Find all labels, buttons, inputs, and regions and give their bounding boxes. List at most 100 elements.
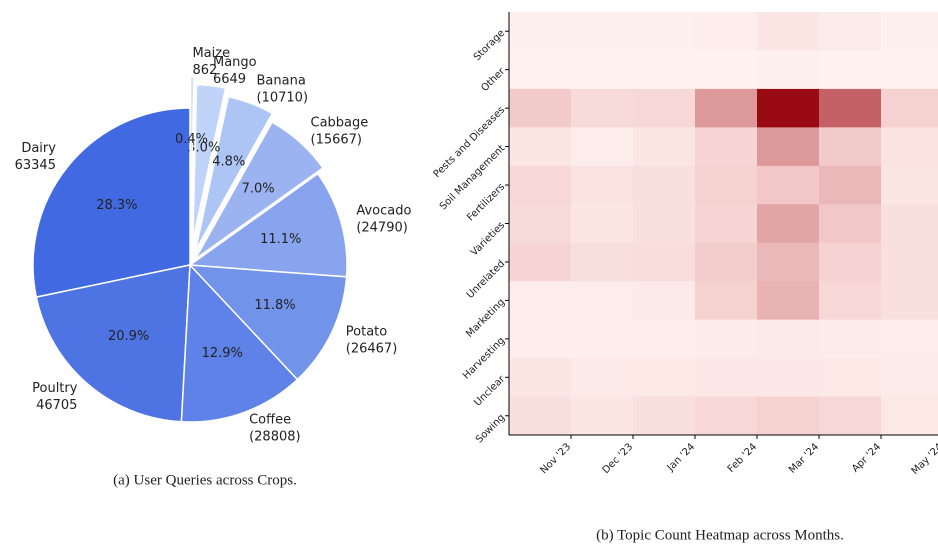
heatmap-cell [695,50,758,90]
slice-label: Dairy 63345 [15,141,57,173]
heatmap-cell [757,396,820,436]
slice-name: Coffee [249,412,291,427]
pie-slice [188,264,348,381]
heatmap-cell [509,165,572,205]
caption-a: (a) User Queries across Crops. [113,472,297,488]
percent-label: 7.0% [242,182,275,197]
heatmap-cell [881,396,938,436]
heatmap-cell [819,281,882,321]
heatmap-cell [633,50,696,90]
heatmap-cell [571,204,634,244]
heatmap-cell [881,281,938,321]
heatmap-cell [633,204,696,244]
percent-label: 11.1% [260,232,301,247]
slice-label: Avocado (24790) [356,203,411,235]
pie-slice [192,83,227,242]
heatmap-cell [881,242,938,282]
slice-value: (26467) [346,341,398,356]
percent-label: 12.9% [202,346,243,361]
heatmap-cell [633,127,696,167]
heatmap-cell [819,127,882,167]
heatmap-cell [819,204,882,244]
heatmap-cell [881,204,938,244]
heatmap-cell [881,127,938,167]
heatmap-cell [633,88,696,128]
slice-name: Poultry [32,380,78,395]
y-tick-label: Other [479,66,507,94]
heatmap-cell [757,358,820,398]
heatmap-cell [509,396,572,436]
pie-slice [194,95,274,251]
pie-slice [194,121,325,260]
y-tick-label: Sowing [474,412,507,445]
heatmap-cell [509,50,572,90]
percent-label: 0.4% [175,132,208,147]
heatmap-cell [695,12,758,51]
slice-value: (24790) [356,220,408,235]
heatmap-cell [571,88,634,128]
heatmap-cell [509,204,572,244]
heatmap-cell [881,50,938,90]
heatmap-cell [819,396,882,436]
slice-value: 862 [192,62,217,77]
slice-value: (28808) [249,429,301,444]
caption-b: (b) Topic Count Heatmap across Months. [596,527,844,543]
x-tick-label: May '24 [910,441,938,477]
slice-label: Coffee (28808) [249,412,301,444]
heatmap-cell [819,50,882,90]
heatmap-cell [757,319,820,359]
slice-label: Mango 6649 [213,55,257,87]
heatmap-cell [633,165,696,205]
slice-value: (10710) [257,90,309,105]
percent-label: 4.8% [212,155,245,170]
heatmap-cell [695,319,758,359]
slice-value: 63345 [15,158,56,173]
percent-label: 28.3% [96,198,137,213]
heatmap-cell [571,319,634,359]
heatmap-cell [757,88,820,128]
slice-name: Maize [192,45,230,60]
pie-slice [35,264,191,423]
heatmap-cell [757,165,820,205]
y-tick-label: Soil Management [438,143,507,212]
slice-value: 6649 [213,72,246,87]
heatmap-cell [881,88,938,128]
slice-name: Banana [257,73,306,88]
heatmap-cell [695,127,758,167]
heatmap-cell [819,165,882,205]
y-tick-label: Marketing [464,297,507,340]
heatmap-cell [695,358,758,398]
x-tick-label: Nov '23 [538,441,573,476]
heatmap-cell [509,281,572,321]
heatmap-cell [571,165,634,205]
heatmap-cell [695,281,758,321]
y-tick-label: Pests and Diseases [432,105,508,181]
slice-label: Cabbage (15667) [311,115,369,147]
heatmap-cell [757,127,820,167]
heatmap-cell [695,204,758,244]
heatmap-cell [695,396,758,436]
x-tick-label: Dec '23 [601,441,636,476]
y-tick-label: Unclear [472,373,508,409]
heatmap-cell [695,165,758,205]
slice-label: Banana (10710) [257,73,309,105]
heatmap-cell [509,319,572,359]
slice-value: (15667) [311,132,363,147]
pie-slice [32,107,191,299]
y-tick-label: Storage [472,28,507,63]
slice-name: Mango [213,55,257,70]
x-tick-label: Feb '24 [726,441,759,474]
x-tick-label: Apr '24 [850,441,883,474]
slice-name: Cabbage [311,115,369,130]
heatmap-cell [881,12,938,51]
heatmap-cell [633,396,696,436]
percent-label: 20.9% [108,329,149,344]
heatmap-cell [881,319,938,359]
y-tick-label: Varieties [469,220,507,258]
heatmap-cell [571,396,634,436]
slice-name: Dairy [21,141,56,156]
slice-value: 46705 [36,397,77,412]
slice-label: Potato (26467) [346,324,398,356]
heatmap-cell [571,281,634,321]
heatmap-cell [819,242,882,282]
